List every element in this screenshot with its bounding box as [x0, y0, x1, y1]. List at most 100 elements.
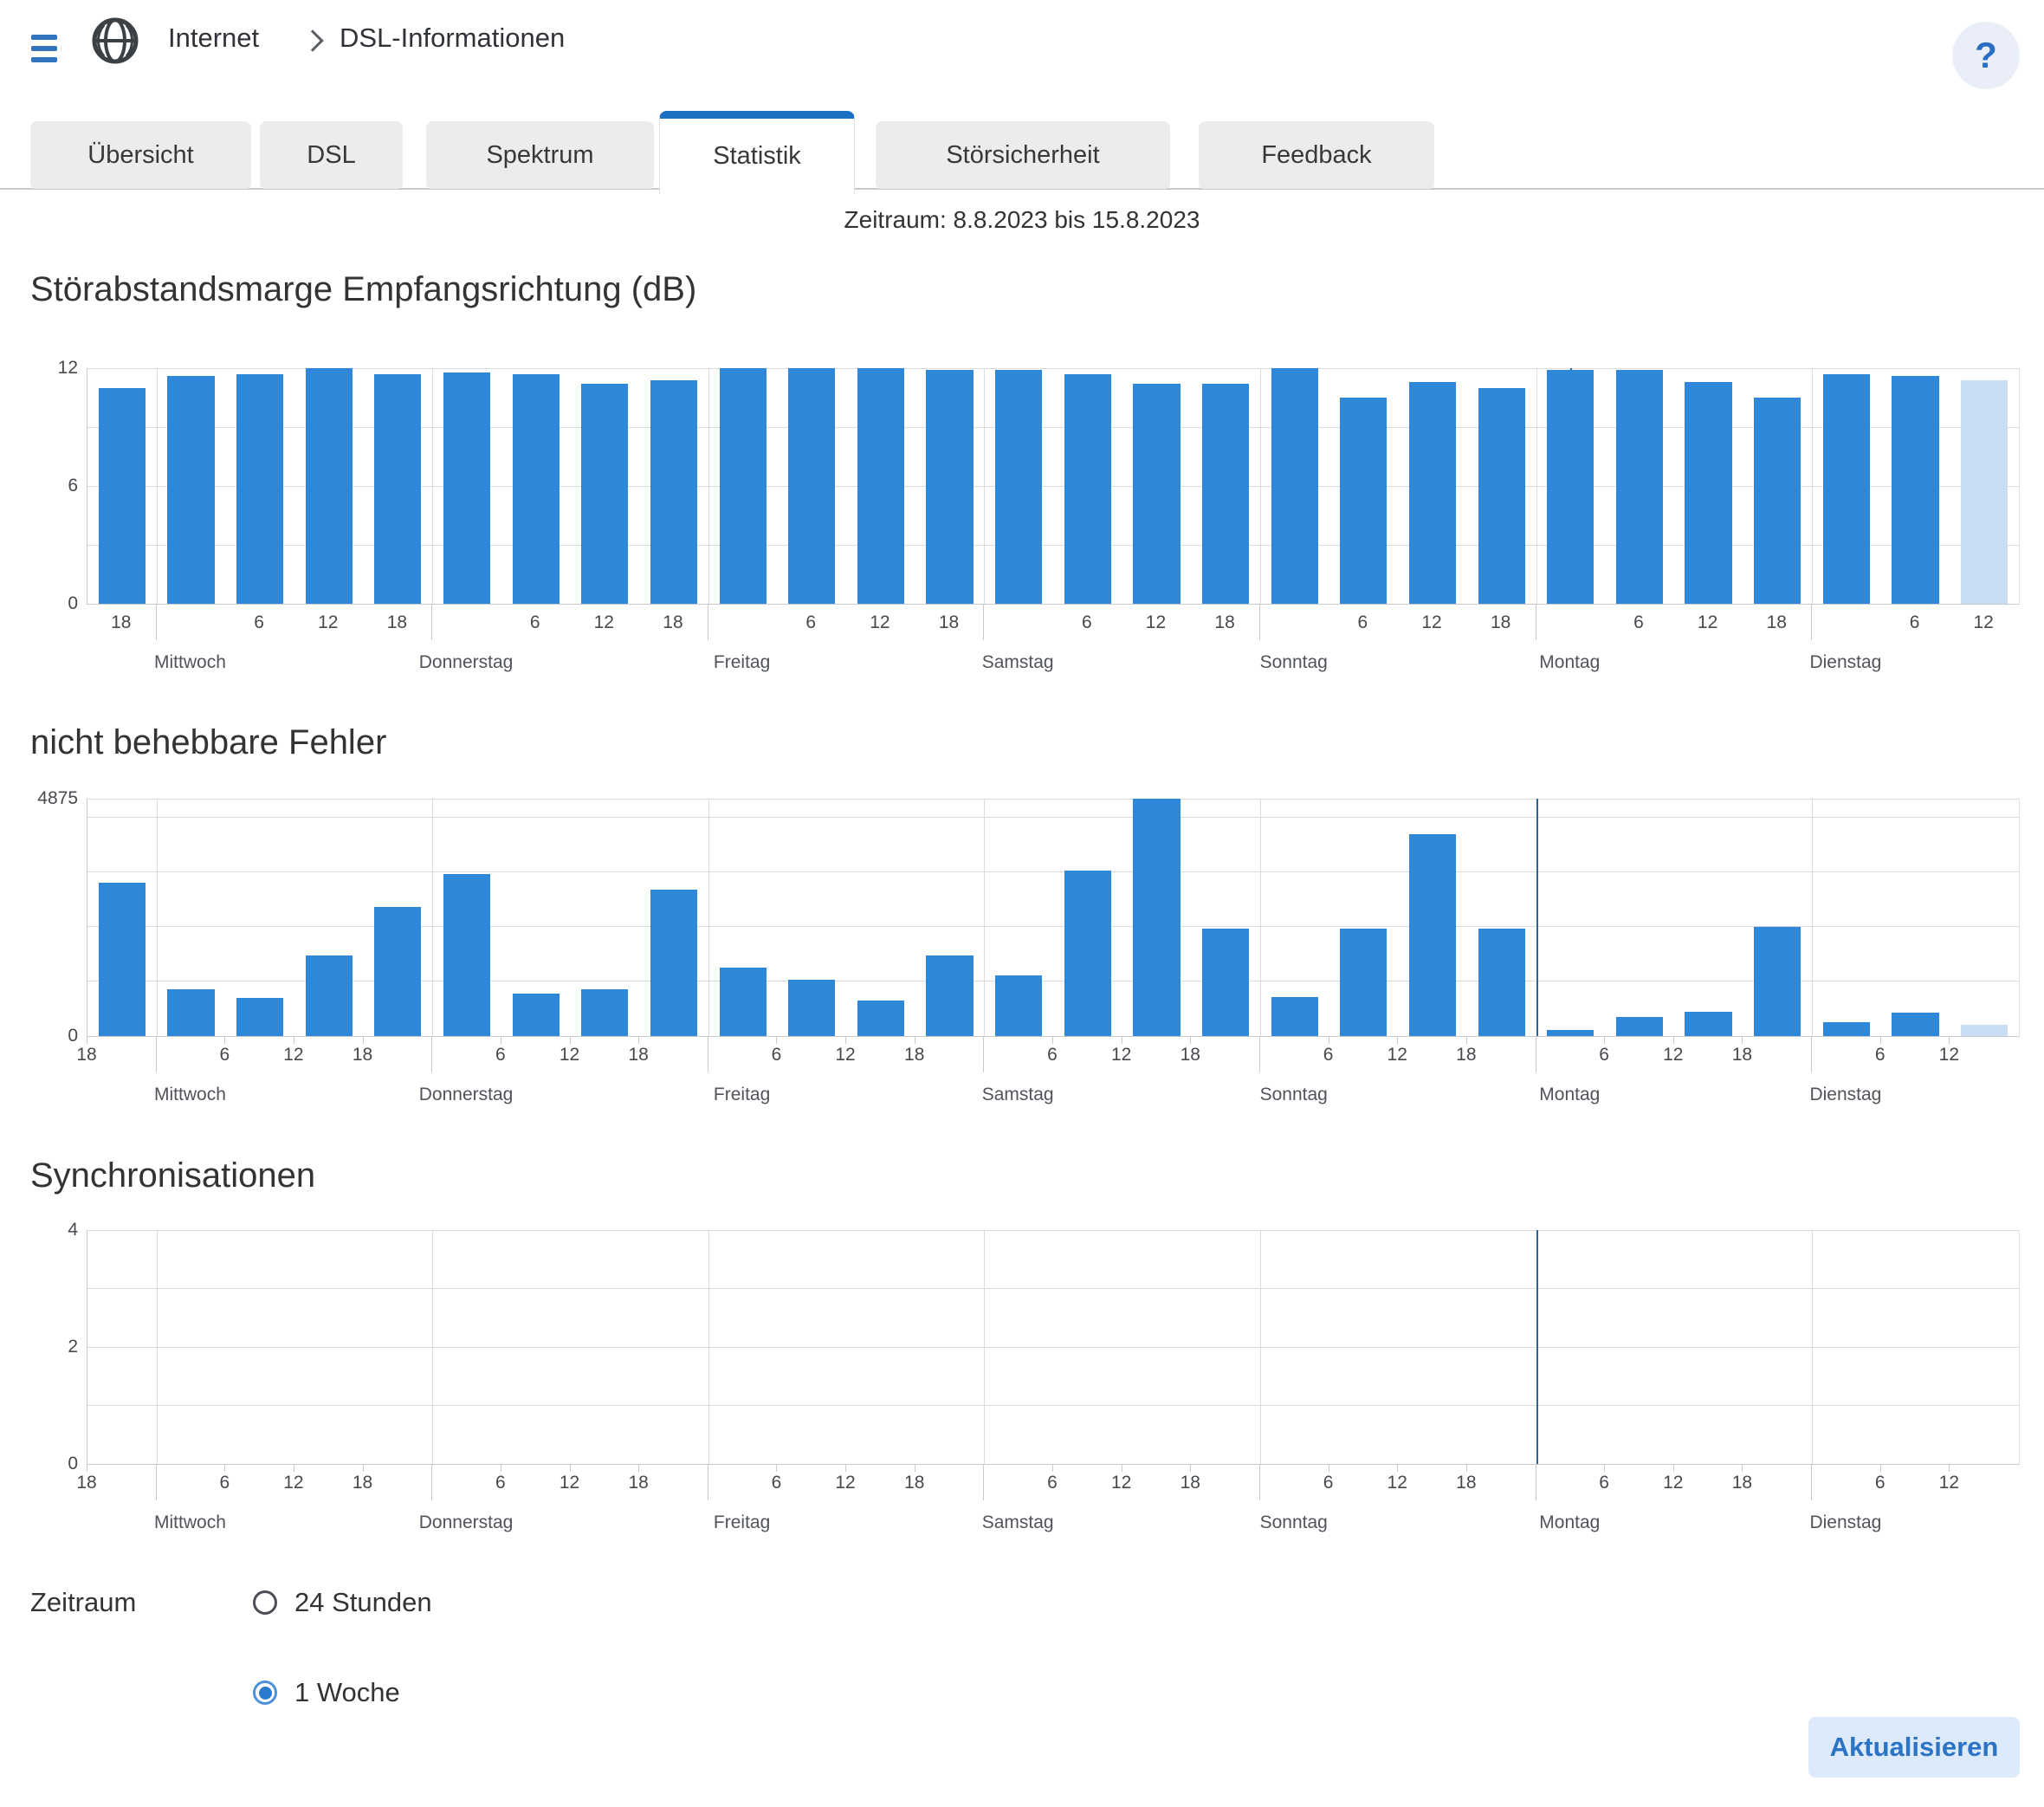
bar: [1064, 374, 1111, 604]
bar: [1616, 1017, 1663, 1036]
x-axis-hour-label: 18: [1456, 1473, 1476, 1493]
x-axis-hour-label: 6: [1323, 1473, 1334, 1493]
x-axis-hour-label: 12: [1698, 612, 1717, 633]
x-axis-hour-label: 18: [1456, 1045, 1476, 1065]
tab--bersicht[interactable]: Übersicht: [30, 121, 251, 189]
x-axis-day-label: Freitag: [714, 652, 770, 673]
x-axis-hour-label: 12: [1111, 1045, 1131, 1065]
x-axis-hour-label: 6: [219, 1473, 230, 1493]
bar: [1064, 871, 1111, 1036]
x-axis-hour-label: 18: [1180, 1473, 1200, 1493]
x-axis-hour-label: 6: [805, 612, 816, 633]
bar: [1961, 1025, 2008, 1036]
bar: [1823, 1022, 1870, 1036]
x-axis-hour-label: 12: [1387, 1045, 1407, 1065]
x-axis-hour-label: 18: [1491, 612, 1510, 633]
x-axis-day-label: Mittwoch: [154, 652, 226, 673]
x-axis-day-label: Dienstag: [1809, 1512, 1881, 1533]
x-axis-hour-label: 12: [1939, 1045, 1959, 1065]
x-axis-hour-label: 6: [772, 1045, 782, 1065]
radio-1-woche[interactable]: 1 Woche: [253, 1678, 400, 1707]
x-axis-day-label: Montag: [1539, 652, 1600, 673]
x-axis-hour-label: 18: [939, 612, 959, 633]
help-button[interactable]: ?: [1952, 22, 2020, 89]
x-axis-hour-label: 6: [1599, 1045, 1609, 1065]
x-axis-day-label: Samstag: [982, 1512, 1054, 1533]
x-axis-day-label: Dienstag: [1809, 1085, 1881, 1105]
x-axis-day-label: Montag: [1539, 1512, 1600, 1533]
bar: [443, 874, 490, 1036]
globe-icon: [92, 17, 139, 64]
radio-circle-unselected[interactable]: [253, 1590, 277, 1615]
x-axis-day-label: Sonntag: [1260, 1512, 1328, 1533]
x-axis-hour-label: 6: [1323, 1045, 1334, 1065]
bar: [1685, 1012, 1731, 1036]
x-axis-hour-label: 6: [495, 1045, 506, 1065]
tab-st-rsicherheit[interactable]: Störsicherheit: [876, 121, 1170, 189]
x-axis-day-label: Donnerstag: [419, 1512, 514, 1533]
x-axis-hour-label: 18: [628, 1045, 648, 1065]
x-axis-hour-label: 18: [76, 1473, 96, 1493]
y-axis-label: 0: [0, 593, 78, 614]
aktualisieren-button[interactable]: Aktualisieren: [1808, 1717, 2020, 1778]
x-axis-hour-label: 6: [1082, 612, 1092, 633]
bar: [99, 883, 146, 1036]
radio-label-24-stunden: 24 Stunden: [294, 1587, 432, 1618]
bar: [1340, 929, 1387, 1036]
tab-dsl[interactable]: DSL: [260, 121, 403, 189]
tab-feedback[interactable]: Feedback: [1199, 121, 1434, 189]
x-axis-hour-label: 12: [1421, 612, 1441, 633]
x-axis-hour-label: 6: [1875, 1045, 1886, 1065]
bar: [1754, 398, 1801, 604]
x-axis-day-label: Donnerstag: [419, 652, 514, 673]
x-axis-hour-label: 18: [387, 612, 407, 633]
x-axis-hour-label: 18: [353, 1045, 372, 1065]
x-axis-day-label: Montag: [1539, 1085, 1600, 1105]
x-axis-hour-label: 12: [1663, 1045, 1683, 1065]
chart-plot: [87, 1230, 2020, 1465]
x-axis-hour-label: 6: [495, 1473, 506, 1493]
bar: [650, 380, 697, 604]
y-axis-label: 0: [0, 1026, 78, 1046]
bar: [857, 1001, 904, 1036]
x-axis-hour-label: 12: [1973, 612, 1993, 633]
bar: [857, 368, 904, 604]
bar: [1133, 799, 1180, 1036]
chart-plot: [87, 368, 2020, 605]
bar: [1754, 927, 1801, 1036]
bar: [581, 384, 628, 604]
menu-hamburger-icon[interactable]: [31, 35, 69, 62]
bar: [1271, 368, 1318, 604]
bar: [99, 388, 146, 604]
x-axis-day-label: Freitag: [714, 1085, 770, 1105]
tab-statistik[interactable]: Statistik: [659, 111, 855, 194]
x-axis-hour-label: 6: [1047, 1045, 1058, 1065]
radio-circle-selected[interactable]: [253, 1681, 277, 1705]
breadcrumb-page-title: DSL-Informationen: [340, 23, 565, 54]
chart-title: Synchronisationen: [30, 1156, 315, 1195]
bar: [1409, 382, 1456, 604]
bar: [1133, 384, 1180, 604]
x-axis-day-label: Donnerstag: [419, 1085, 514, 1105]
x-axis-hour-label: 18: [904, 1473, 924, 1493]
chart-plot: [87, 799, 2020, 1037]
breadcrumb-internet[interactable]: Internet: [168, 23, 259, 54]
bar: [1892, 1013, 1938, 1036]
y-axis-label: 2: [0, 1337, 78, 1357]
x-axis-hour-label: 18: [904, 1045, 924, 1065]
bar: [1340, 398, 1387, 604]
breadcrumb-chevron-icon: [301, 29, 323, 51]
tab-spektrum[interactable]: Spektrum: [426, 121, 654, 189]
x-axis-hour-label: 18: [1732, 1045, 1752, 1065]
x-axis-hour-label: 6: [1875, 1473, 1886, 1493]
x-axis-hour-label: 18: [1732, 1473, 1752, 1493]
x-axis-hour-label: 12: [560, 1473, 579, 1493]
radio-24-stunden[interactable]: 24 Stunden: [253, 1588, 432, 1617]
x-axis-hour-label: 12: [1387, 1473, 1407, 1493]
x-axis-hour-label: 18: [111, 612, 131, 633]
x-axis-hour-label: 6: [1358, 612, 1368, 633]
bar: [1547, 370, 1594, 604]
bar: [513, 994, 560, 1036]
time-marker-line: [1536, 1230, 1538, 1464]
x-axis-hour-label: 6: [1910, 612, 1920, 633]
